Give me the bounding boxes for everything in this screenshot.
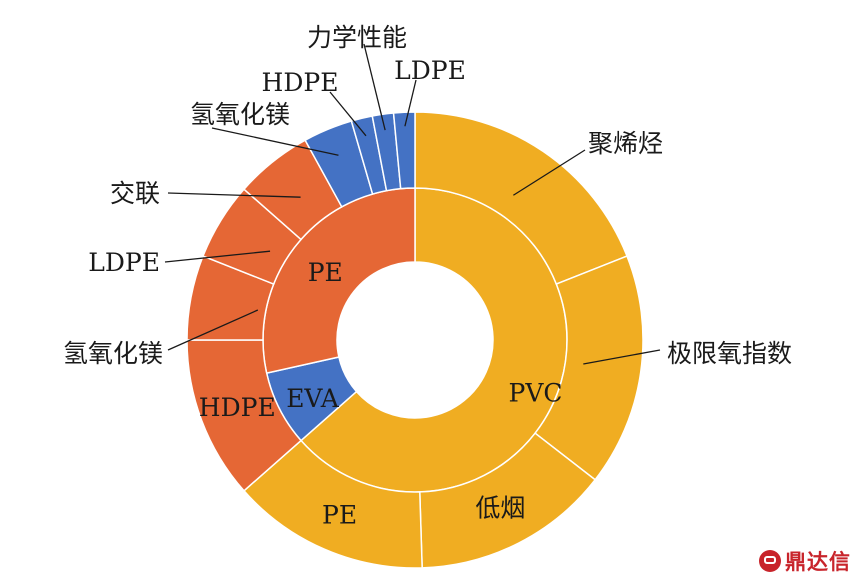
outer-slice-11 bbox=[392, 111, 416, 190]
leader-line-10 bbox=[363, 43, 386, 131]
outer-label-3: PE bbox=[322, 500, 357, 529]
watermark: 鼎达信 bbox=[759, 546, 851, 576]
outer-label-7: 交联 bbox=[110, 179, 160, 208]
leader-line-8 bbox=[211, 127, 339, 156]
inner-label-pvc-0: PVC bbox=[509, 379, 563, 408]
outer-label-9: HDPE bbox=[262, 68, 339, 97]
outer-label-10: 力学性能 bbox=[307, 23, 407, 52]
outer-label-4: HDPE bbox=[199, 393, 276, 422]
outer-label-0: 聚烯烃 bbox=[588, 129, 663, 158]
outer-label-8: 氢氧化镁 bbox=[190, 100, 290, 129]
inner-label-pe-2: PE bbox=[308, 258, 343, 287]
inner-label-eva-1: EVA bbox=[286, 384, 340, 413]
outer-label-5: 氢氧化镁 bbox=[63, 339, 163, 368]
leader-line-6 bbox=[164, 250, 271, 263]
outer-label-2: 低烟 bbox=[475, 494, 525, 523]
leader-line-1 bbox=[583, 349, 661, 365]
leader-line-9 bbox=[329, 91, 367, 137]
leader-line-5 bbox=[167, 309, 259, 351]
outer-label-6: LDPE bbox=[88, 248, 160, 277]
leader-line-0 bbox=[513, 149, 586, 196]
leader-line-11 bbox=[404, 79, 417, 127]
logo-icon bbox=[759, 550, 781, 572]
outer-label-1: 极限氧指数 bbox=[667, 339, 792, 368]
outer-label-11: LDPE bbox=[394, 56, 466, 85]
leader-line-7 bbox=[167, 192, 301, 198]
watermark-text: 鼎达信 bbox=[785, 550, 851, 574]
